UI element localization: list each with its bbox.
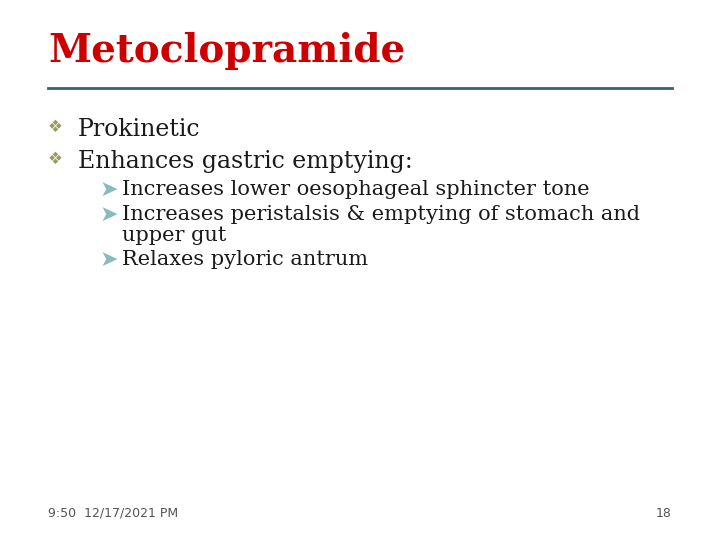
Text: ➤: ➤ (100, 250, 119, 270)
Text: Enhances gastric emptying:: Enhances gastric emptying: (78, 150, 413, 173)
Text: ❖: ❖ (48, 150, 63, 168)
Text: Increases lower oesophageal sphincter tone: Increases lower oesophageal sphincter to… (122, 180, 590, 199)
Text: ➤: ➤ (100, 205, 119, 225)
Text: Metoclopramide: Metoclopramide (48, 32, 405, 70)
Text: upper gut: upper gut (122, 226, 226, 245)
Text: 9:50  12/17/2021 PM: 9:50 12/17/2021 PM (48, 507, 178, 520)
Text: Prokinetic: Prokinetic (78, 118, 200, 141)
Text: Increases peristalsis & emptying of stomach and: Increases peristalsis & emptying of stom… (122, 205, 640, 224)
Text: Relaxes pyloric antrum: Relaxes pyloric antrum (122, 250, 368, 269)
Text: ❖: ❖ (48, 118, 63, 136)
Text: ➤: ➤ (100, 180, 119, 200)
Text: 18: 18 (656, 507, 672, 520)
